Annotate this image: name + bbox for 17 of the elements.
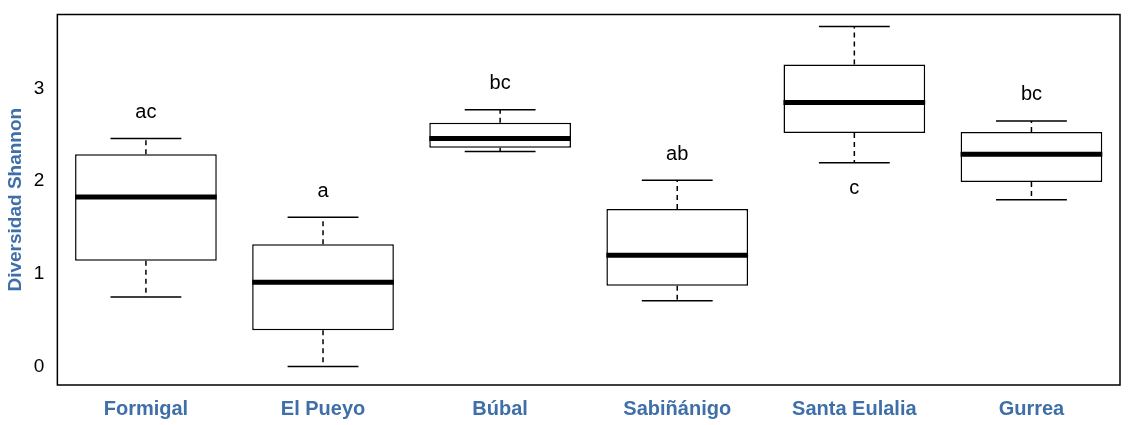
x-tick-label: Santa Eulalia — [792, 396, 918, 419]
y-tick-label: 2 — [33, 169, 45, 191]
annotation: c — [849, 176, 860, 199]
x-tick-label: El Pueyo — [280, 396, 366, 419]
x-tick-label: Gurrea — [998, 396, 1066, 419]
x-tick-label: Formigal — [103, 396, 189, 419]
x-tick-label: Sabiñánigo — [623, 396, 732, 419]
annotation: bc — [1020, 82, 1043, 105]
annotation: a — [317, 178, 330, 201]
y-tick-label: 0 — [33, 354, 45, 376]
annotation: bc — [489, 71, 511, 94]
y-axis-title: Diversidad Shannon — [3, 107, 25, 292]
annotation: ab — [666, 141, 689, 164]
annotation: ac — [135, 100, 157, 123]
y-tick-label: 3 — [33, 76, 45, 98]
y-tick-label: 1 — [33, 262, 45, 284]
x-tick-label: Búbal — [472, 396, 528, 419]
